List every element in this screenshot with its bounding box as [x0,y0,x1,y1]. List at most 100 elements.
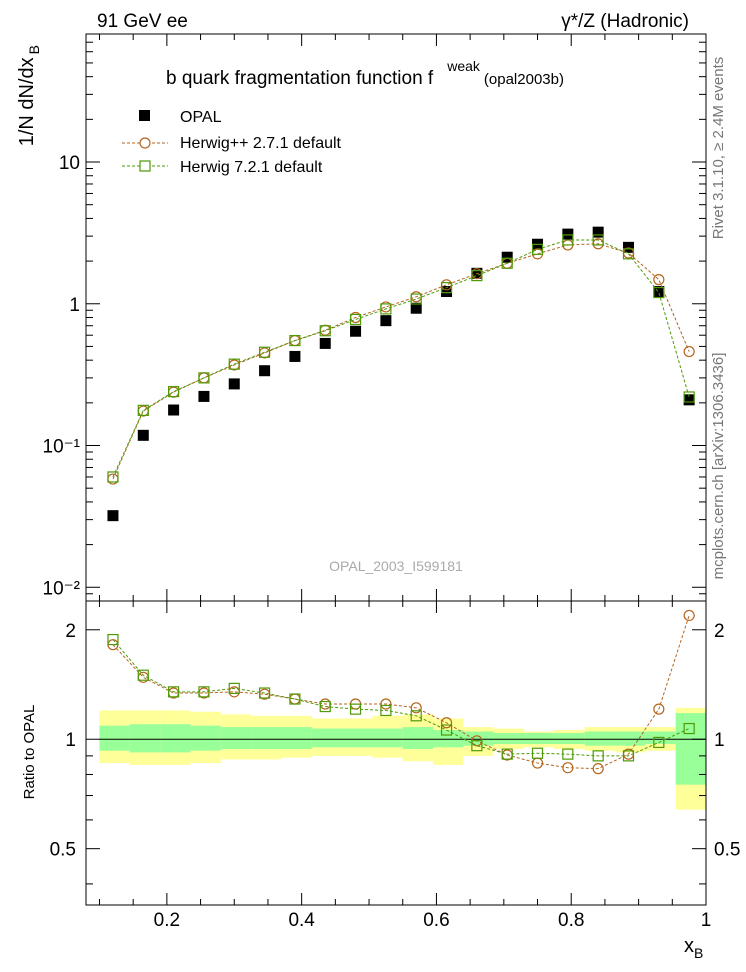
opal-point [653,286,665,298]
legend: OPAL Herwig++ 2.7.1 default Herwig 7.2.1… [122,109,342,176]
herwig7-line [112,239,690,478]
herwig7-ratio-point [107,633,119,646]
ratio-x-tick-label: 0.6 [423,910,449,931]
legend-marker-herwigpp [139,137,151,149]
herwigpp-ratio-point [410,702,422,714]
legend-label-herwig7: Herwig 7.2.1 default [180,159,323,176]
herwig7-ratio-point [289,693,301,705]
header-left: 91 GeV ee [97,11,188,32]
ratio-x-tick-label: 0.2 [154,910,180,931]
ratio-xlabel-sub: B [694,945,703,961]
opal-point [289,350,301,362]
main-y-tick-label: 10 [59,153,80,174]
opal-point [623,241,634,253]
opal-point [228,378,240,390]
opal-point [107,510,119,522]
herwig7-point [168,386,180,398]
stat-uncertainty-band [675,713,706,785]
herwig7-ratio-point [592,750,604,762]
ratio-bands [99,707,706,810]
main-title: b quark fragmentation function f weak(opa… [166,58,564,89]
opal-point [592,226,604,238]
ratio-y-tick-label-right: 0.5 [714,840,740,861]
herwigpp-point [653,274,665,286]
herwigpp-ratio-point [562,762,574,774]
ratio-x-tick-label: 1 [701,910,712,931]
watermark: OPAL_2003_I599181 [329,558,463,574]
main-title-sup: weak [446,58,481,74]
herwig7-point [653,286,665,299]
main-title-suffix: (opal2003b) [484,71,564,88]
rivet-label: Rivet 3.1.10, ≥ 2.4M events [710,57,727,240]
herwigpp-ratio-point [683,609,695,622]
herwig7-point [349,313,362,326]
herwig7-point [531,243,544,255]
opal-point [562,228,574,240]
stat-uncertainty-band [402,727,434,750]
stat-uncertainty-band [493,733,525,745]
legend-label-herwigpp: Herwig++ 2.7.1 default [180,135,342,152]
stat-uncertainty-band [190,725,221,751]
main-frame [85,33,707,602]
main-marks [107,226,695,522]
opal-point [319,337,331,349]
main-panel: 10⁻² 10⁻¹ 1 10 b quark fragmentation functi… [16,33,707,602]
opal-point [441,286,453,298]
ratio-x-tick-label: 0.4 [288,910,315,931]
stat-uncertainty-band [584,731,616,746]
main-ylabel-sub: B [26,45,42,54]
herwig7-point [228,358,240,370]
herwig7-point [198,372,210,384]
herwig7-ratio-point [198,686,210,698]
herwig7-point [501,257,513,269]
opal-point [380,315,392,327]
herwig7-point [471,270,483,282]
ratio-y-tick-label: 0.5 [50,840,76,861]
ratio-y-tick-label-right: 2 [714,621,725,642]
herwigpp-line [112,243,690,480]
ratio-marks [107,609,695,775]
stat-uncertainty-band [463,731,494,746]
opal-point [259,365,271,377]
herwig7-point [380,303,392,315]
main-axes: 10⁻² 10⁻¹ 1 10 [43,33,707,602]
herwig7-ratio-point [349,703,362,715]
main-ylabel: 1/N dN/dx B [16,45,42,146]
ratio-y-tick-label: 2 [65,621,76,642]
herwig7-ratio-point [228,682,240,694]
herwig7-ratio-point [622,750,635,762]
main-title-text: b quark fragmentation function f [166,68,434,89]
herwig7-ratio-point [168,686,180,698]
stat-uncertainty-band [615,731,646,746]
ratio-y-tick-label: 1 [65,730,76,751]
stat-uncertainty-band [99,725,130,751]
opal-point [501,251,513,263]
herwigpp-ratio-point [440,717,453,729]
main-y-tick-label: 10⁻² [43,578,81,599]
legend-label-opal: OPAL [180,109,222,126]
stat-uncertainty-band [433,730,464,748]
ratio-xlabel: xB [684,935,703,961]
herwig7-point [137,404,149,416]
header-right: γ*/Z (Hadronic) [561,11,689,32]
stat-uncertainty-band [554,733,585,745]
herwig7-point [258,346,271,358]
herwig7-ratio-point [258,687,271,699]
herwig7-ratio-point [531,747,544,759]
herwig7-ratio-point [137,669,149,681]
ratio-ylabel: Ratio to OPAL [21,705,38,800]
stat-uncertainty-band [129,724,161,753]
stat-uncertainty-band [220,727,252,750]
herwig7-point [289,334,301,347]
herwig7-point [107,471,119,483]
ratio-xlabel-text: x [684,935,694,957]
herwig7-point [683,391,695,403]
herwig7-ratio-point [410,710,422,722]
herwig7-ratio-point [653,736,665,749]
stat-uncertainty-band [251,727,282,750]
ratio-axes: 0.2 0.4 0.6 0.8 1 0.5 0.5 1 1 2 2 [50,601,740,931]
opal-point [137,429,149,441]
opal-point [350,325,362,337]
herwig7-ratio-point [562,748,574,760]
herwig7-point [410,293,422,305]
